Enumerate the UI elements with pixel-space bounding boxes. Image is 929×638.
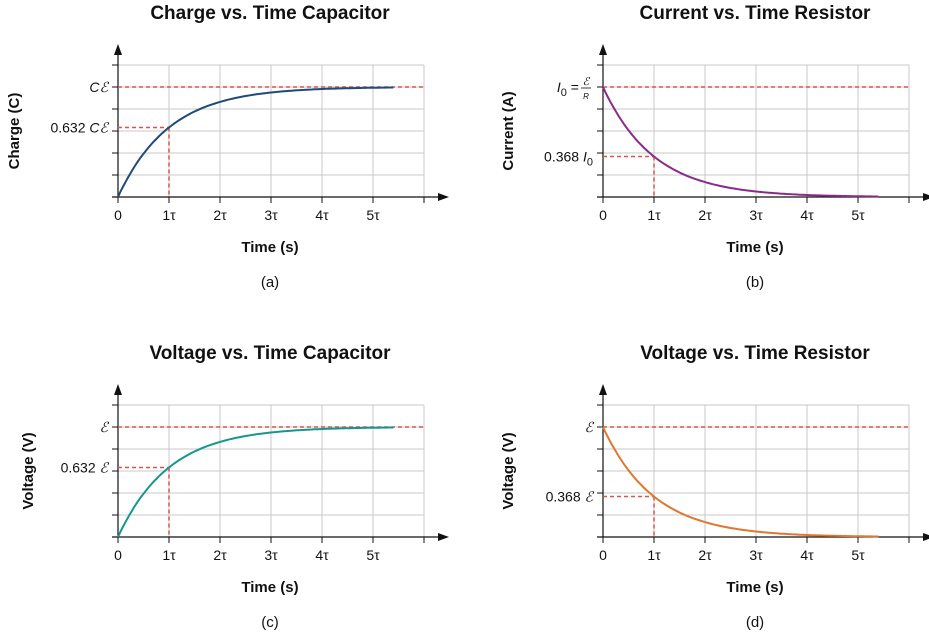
data-curve [602, 426, 879, 538]
panel-caption: (c) [261, 614, 279, 631]
data-curve [602, 86, 879, 198]
y-tick-label: Cℰ [89, 79, 109, 95]
x-tick-label: 2τ [213, 207, 227, 223]
label-part: ℰ [581, 489, 595, 505]
label-part: ℰ [100, 419, 110, 435]
label-part: 0.632 [61, 459, 96, 475]
x-tick-label: 5τ [366, 207, 380, 223]
fraction-denominator: R [583, 92, 589, 101]
x-tick-label: 3τ [749, 547, 763, 563]
y-tick-label: I0 = [557, 79, 579, 99]
x-tick-label: 0 [599, 547, 607, 563]
y-axis-label: Current (A) [500, 91, 517, 170]
x-tick-label: 0 [599, 207, 607, 223]
chart-title: Current vs. Time Resistor [640, 3, 872, 24]
x-tick-label: 4τ [800, 207, 814, 223]
x-tick-label: 5τ [851, 547, 865, 563]
panel-b: Current vs. Time Resistor Time (s) Current… [500, 3, 929, 291]
x-tick-label: 1τ [162, 207, 176, 223]
y-tick-label: ℰ [585, 419, 595, 435]
x-tick-label: 0 [114, 207, 122, 223]
x-tick-label: 2τ [213, 547, 227, 563]
label-part: ℰ [96, 459, 110, 475]
y-tick-label: 0.632 Cℰ [50, 119, 109, 135]
y-tick-label: 0.632 ℰ [61, 459, 110, 475]
y-axis-arrow [599, 384, 607, 395]
panel-caption: (b) [746, 274, 764, 291]
x-axis-arrow [923, 533, 929, 541]
panel-d: Voltage vs. Time Resistor Time (s) Voltage… [500, 343, 929, 631]
x-tick-label: 4τ [315, 547, 329, 563]
x-axis-label: Time (s) [241, 239, 298, 256]
x-tick-label: 2τ [698, 207, 712, 223]
data-curve [117, 426, 394, 538]
chart-title: Voltage vs. Time Resistor [640, 343, 870, 364]
y-tick-label: 0.368 I0 [544, 149, 593, 169]
x-axis-arrow [438, 193, 449, 201]
chart-title: Charge vs. Time Capacitor [150, 3, 390, 24]
label-part: 0.632 [50, 119, 85, 135]
x-tick-label: 1τ [162, 547, 176, 563]
x-tick-label: 3τ [264, 207, 278, 223]
label-part: Cℰ [86, 119, 110, 135]
y-axis-arrow [114, 44, 122, 55]
x-axis-label: Time (s) [726, 239, 783, 256]
label-subscript: 0 [587, 157, 593, 169]
y-tick-label: ℰ [100, 419, 110, 435]
label-part: I [579, 149, 587, 165]
x-tick-label: 5τ [366, 547, 380, 563]
x-axis-label: Time (s) [241, 579, 298, 596]
x-tick-label: 5τ [851, 207, 865, 223]
y-axis-arrow [114, 384, 122, 395]
x-tick-label: 2τ [698, 547, 712, 563]
x-tick-label: 0 [114, 547, 122, 563]
x-tick-label: 3τ [264, 547, 278, 563]
label-part: Cℰ [89, 79, 109, 95]
x-axis-arrow [438, 533, 449, 541]
y-tick-label: 0.368 ℰ [546, 489, 595, 505]
x-tick-label: 1τ [647, 207, 661, 223]
y-axis-label: Charge (C) [6, 93, 23, 170]
panel-c: Voltage vs. Time Capacitor Time (s) Voltag… [20, 343, 449, 631]
x-tick-label: 3τ [749, 207, 763, 223]
label-part: ℰ [585, 419, 595, 435]
y-axis-label: Voltage (V) [500, 432, 517, 509]
x-tick-label: 4τ [800, 547, 814, 563]
x-tick-label: 4τ [315, 207, 329, 223]
x-tick-label: 1τ [647, 547, 661, 563]
x-axis-label: Time (s) [726, 579, 783, 596]
label-part: = [567, 79, 579, 95]
label-part: 0.368 [546, 489, 581, 505]
y-axis-arrow [599, 44, 607, 55]
data-curve [117, 86, 394, 198]
chart-title: Voltage vs. Time Capacitor [149, 343, 391, 364]
label-subscript: 0 [561, 87, 567, 99]
fraction-numerator: ℰ [583, 76, 591, 88]
label-part: 0.368 [544, 149, 579, 165]
x-axis-arrow [923, 193, 929, 201]
panel-a: Charge vs. Time Capacitor Time (s) Charge … [6, 3, 449, 291]
label-part: I [557, 79, 561, 95]
panel-caption: (a) [261, 274, 279, 291]
panel-caption: (d) [746, 614, 764, 631]
y-axis-label: Voltage (V) [20, 432, 37, 509]
